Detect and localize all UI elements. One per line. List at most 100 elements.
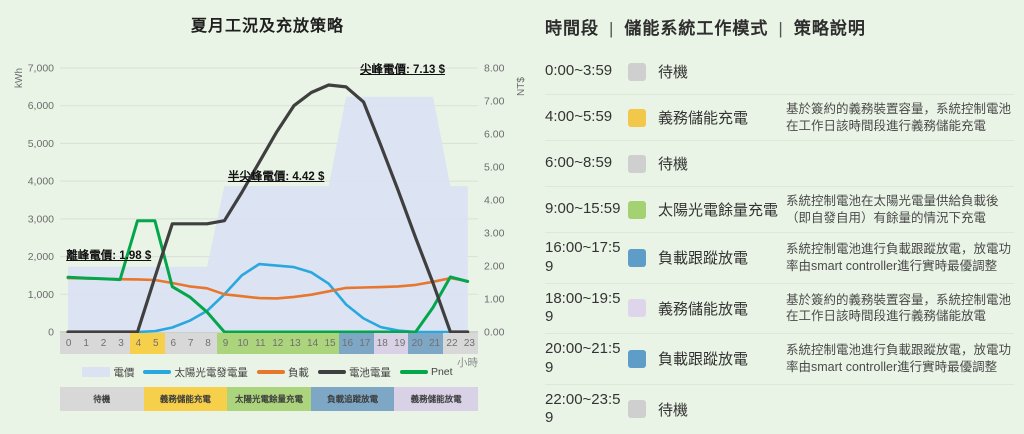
chart-legend: 電價 太陽光電發電量 負載 電池電量 Pnet (20, 364, 515, 380)
y-right-tick: 6.00 (484, 129, 505, 141)
hour-tick: 23 (460, 333, 479, 354)
y-left-tick: 3,000 (28, 213, 54, 225)
time-range: 18:00~19:59 (545, 289, 621, 326)
hour-tick: 9 (216, 333, 235, 354)
y-right-tick: 8.00 (484, 63, 505, 75)
hour-tick: 8 (199, 333, 217, 354)
y-right-tick: 1.00 (484, 294, 505, 306)
hour-tick: 7 (181, 333, 200, 354)
hour-tick: 20 (408, 333, 426, 354)
time-range: 20:00~21:59 (545, 340, 621, 376)
y-left-tick: 7,000 (28, 63, 54, 75)
y-left-unit: kWh (14, 68, 25, 88)
series-line-4 (66, 219, 470, 334)
time-range: 6:00~8:59 (545, 154, 613, 172)
hour-tick: 2 (94, 333, 113, 354)
hour-tick: 18 (373, 333, 392, 354)
legend-item: 電池電量 (317, 365, 391, 380)
mode-label: 義務儲能充電 (658, 110, 749, 127)
hour-tick: 19 (391, 333, 409, 354)
legend-item: 太陽光電發電量 (143, 365, 248, 380)
y-left-tick: 2,000 (28, 251, 54, 263)
mode-swatch (628, 400, 646, 419)
table-row: 22:00~23:59 待機 (545, 383, 1014, 434)
y-left-tick: 5,000 (28, 138, 54, 150)
price-annotation: 離峰電價: 1.98 $ (66, 250, 152, 263)
hour-tick: 22 (443, 333, 461, 354)
legend-label: 負載 (287, 366, 309, 379)
hour-strip: 0 1 2 3 4 5 6 7 8 9 10 11 12 13 14 15 16 17 18 19 20 21 22 23 (60, 333, 479, 354)
hour-tick: 14 (303, 333, 322, 354)
time-range: 16:00~17:59 (545, 239, 621, 275)
mode-swatch (628, 108, 646, 127)
strategy-description: 基於簽約的義務裝置容量，系統控制電池在工作日該時間段進行義務儲能放電 (786, 292, 1012, 324)
legend-swatch (256, 370, 285, 374)
table-row: 4:00~5:59 義務儲能充電 基於簽約的義務裝置容量，系統控制電池在工作日該時間… (545, 94, 1014, 140)
hour-tick: 15 (321, 333, 339, 354)
table-row: 18:00~19:59 義務儲能放電 基於簽約的義務裝置容量，系統控制電池在工作日該… (545, 282, 1014, 334)
hour-tick: 16 (338, 333, 357, 354)
legend-swatch (82, 367, 111, 377)
schedule-panel: 時間段 | 儲能系統工作模式 | 策略說明 0:00~3:59 待機 4:00~5:59 義務… (535, 0, 1024, 434)
time-range: 4:00~5:59 (545, 108, 613, 126)
y-right-tick: 5.00 (484, 162, 505, 174)
strategy-band-cell: 義務儲能充電 (143, 387, 228, 411)
chart-title: 夏月工況及充放策略 (190, 18, 344, 35)
mode-label: 負載跟蹤放電 (658, 351, 749, 369)
legend-swatch (317, 370, 346, 374)
hour-tick: 4 (129, 333, 148, 354)
hour-tick: 3 (112, 333, 130, 354)
y-left-tick: 4,000 (28, 176, 54, 188)
mode-swatch (628, 299, 646, 318)
legend-swatch (399, 370, 428, 374)
y-right-tick: 3.00 (484, 228, 505, 240)
y-right-tick: 2.00 (484, 261, 505, 273)
hour-tick: 10 (234, 333, 252, 354)
mode-label: 待機 (658, 64, 689, 81)
legend-item: 電價 (82, 365, 134, 380)
time-range: 9:00~15:59 (545, 200, 621, 218)
y-right-unit: NT$ (516, 77, 527, 96)
chart-panel: 夏月工況及充放策略 0 1,000 2,000 3,000 4,000 5,000 6,00… (14, 18, 527, 411)
table-row: 0:00~3:59 待機 (545, 49, 1014, 94)
series-line-3 (66, 83, 470, 334)
y-left-tick: 0 (48, 327, 54, 339)
chart-plot: 0 1,000 2,000 3,000 4,000 5,000 6,000 7,000 0.00… (14, 63, 527, 339)
schedule-rows: 0:00~3:59 待機 4:00~5:59 義務儲能充電 基於簽約的義務裝置容量，系統… (545, 49, 1014, 434)
hour-tick: 6 (164, 333, 182, 354)
strategy-description: 系統控制電池在太陽光電量供給負載後（即自發自用）有餘量的情況下充電 (786, 194, 999, 225)
strategy-band-cell: 待機 (60, 387, 144, 411)
hour-tick: 5 (147, 333, 165, 354)
y-right-tick: 4.00 (484, 195, 505, 207)
strategy-band-cell: 負載追蹤放電 (310, 387, 395, 411)
hour-tick: 12 (269, 333, 287, 354)
table-row: 20:00~21:59 負載跟蹤放電 系統控制電池進行負載跟蹤放電，放電功率由sma… (545, 333, 1014, 384)
strategy-description: 系統控制電池進行負載跟蹤放電，放電功率由smart controller進行實時… (786, 242, 1012, 273)
hour-tick: 13 (286, 333, 304, 354)
legend-label: 電價 (113, 366, 135, 379)
strategy-description: 基於簽約的義務裝置容量，系統控制電池在工作日該時間段進行義務儲能充電 (786, 102, 1012, 133)
schedule-header: 時間段 | 儲能系統工作模式 | 策略說明 (545, 14, 1014, 39)
mode-swatch (628, 349, 646, 368)
time-range: 22:00~23:59 (545, 390, 621, 427)
header-col-mode: 儲能系統工作模式 (624, 19, 769, 38)
series-line-2 (66, 276, 470, 300)
mode-label: 義務儲能放電 (658, 300, 749, 318)
strategy-band-cell: 義務儲能放電 (394, 387, 478, 411)
x-axis-unit: 小時 (457, 357, 478, 369)
table-row: 6:00~8:59 待機 (545, 140, 1014, 186)
legend-item: Pnet (399, 366, 453, 378)
y-right-tick: 7.00 (484, 96, 505, 108)
mode-label: 太陽光電餘量充電 (658, 202, 779, 219)
hour-tick: 17 (356, 333, 374, 354)
mode-swatch (628, 200, 646, 219)
price-annotation: 半尖峰電價: 4.42 $ (227, 171, 325, 184)
hour-tick: 11 (251, 333, 270, 354)
y-left-tick: 6,000 (28, 100, 54, 112)
mode-swatch (628, 248, 646, 267)
table-row: 9:00~15:59 太陽光電餘量充電 系統控制電池在太陽光電量供給負載後（即自發自… (545, 186, 1014, 232)
header-col-desc: 策略說明 (793, 19, 866, 38)
legend-swatch (143, 370, 172, 374)
hour-tick: 0 (60, 333, 78, 354)
